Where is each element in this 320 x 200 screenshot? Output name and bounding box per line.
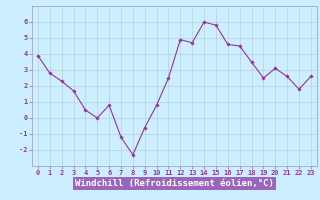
X-axis label: Windchill (Refroidissement éolien,°C): Windchill (Refroidissement éolien,°C) (75, 179, 274, 188)
